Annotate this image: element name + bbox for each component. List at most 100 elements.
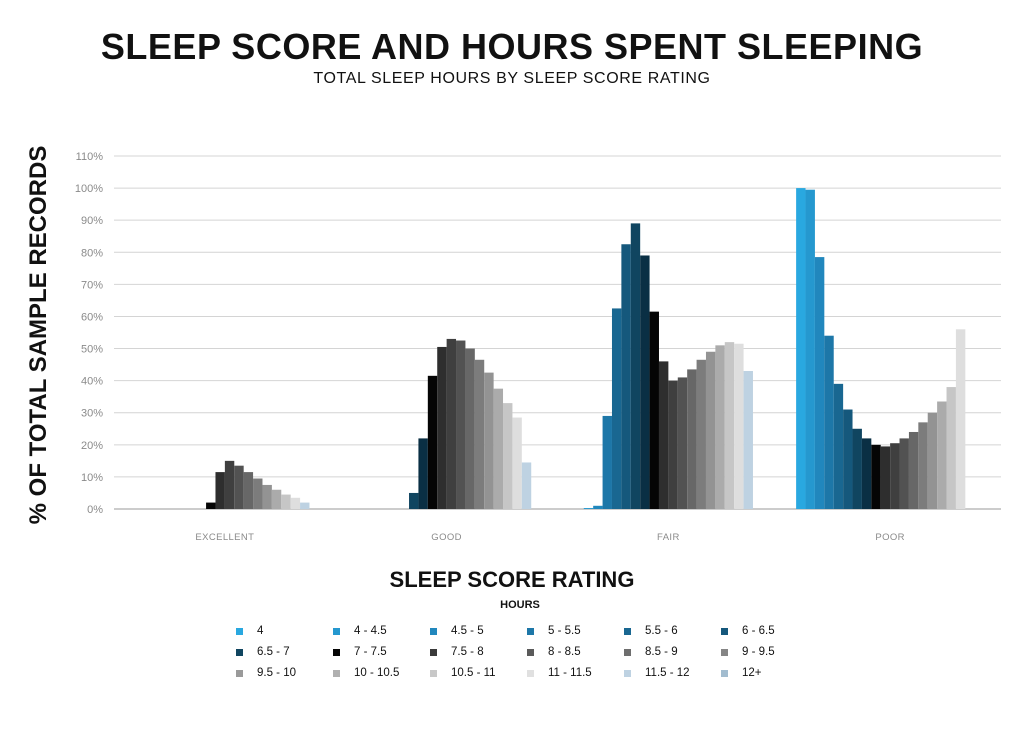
legend-swatch — [624, 669, 631, 677]
y-tick-label: 100% — [75, 183, 103, 195]
bar — [724, 342, 735, 509]
bar — [300, 502, 310, 509]
legend-item: 6.5 - 7 — [236, 643, 333, 661]
bar — [253, 478, 263, 509]
legend: 4 4 - 4.5 4.5 - 5 5 - 5.5 5.5 - 6 6 - 6.5 6.5 … — [236, 622, 796, 682]
bar — [833, 383, 844, 509]
bar — [824, 335, 834, 509]
legend-label: 7.5 - 8 — [451, 646, 484, 658]
chart-subtitle: TOTAL SLEEP HOURS BY SLEEP SCORE RATING — [313, 70, 711, 87]
y-tick-label: 30% — [81, 408, 103, 420]
legend-swatch — [624, 627, 631, 635]
bar — [521, 462, 532, 509]
y-tick-label: 10% — [81, 472, 103, 484]
bar — [602, 415, 612, 509]
bar — [937, 401, 947, 509]
bar — [649, 311, 659, 509]
bar — [409, 492, 419, 509]
legend-label: 6.5 - 7 — [257, 646, 290, 658]
bar — [658, 361, 669, 509]
legend-label: 9.5 - 10 — [257, 667, 296, 679]
legend-label: 4 — [257, 625, 264, 637]
bar — [899, 438, 909, 509]
bar — [262, 484, 272, 509]
x-tick-label: GOOD — [431, 532, 462, 543]
x-tick-label: EXCELLENT — [195, 532, 254, 543]
legend-label: 11.5 - 12 — [645, 667, 690, 679]
legend-swatch — [527, 669, 534, 677]
y-tick-label: 80% — [81, 247, 103, 259]
bar — [946, 387, 956, 509]
bar — [677, 377, 688, 509]
bar — [687, 369, 697, 509]
bar — [918, 422, 928, 509]
legend-swatch — [527, 627, 534, 635]
bar — [861, 438, 872, 509]
bar — [621, 244, 631, 509]
bar — [281, 494, 291, 509]
legend-item: 10 - 10.5 — [333, 664, 430, 682]
legend-swatch — [430, 648, 437, 656]
bar — [446, 338, 457, 509]
legend-swatch — [236, 669, 243, 677]
legend-label: 9 - 9.5 — [742, 646, 775, 658]
bar — [611, 308, 622, 509]
bar — [908, 431, 919, 509]
legend-swatch — [721, 669, 728, 677]
legend-label: 5 - 5.5 — [548, 625, 581, 637]
chart-title: SLEEP SCORE AND HOURS SPENT SLEEPING — [100, 26, 924, 67]
legend-item: 11 - 11.5 — [527, 664, 624, 682]
bar — [234, 465, 244, 509]
bar — [503, 403, 513, 509]
legend-label: 8 - 8.5 — [548, 646, 581, 658]
bar — [715, 345, 725, 509]
bar — [743, 371, 753, 509]
legend-item: 9.5 - 10 — [236, 664, 333, 682]
y-tick-label: 0% — [87, 504, 103, 516]
bar — [427, 375, 438, 509]
bar — [852, 428, 862, 509]
legend-swatch — [430, 669, 437, 677]
bar — [456, 340, 466, 509]
bar — [215, 472, 225, 509]
legend-swatch — [236, 648, 243, 656]
legend-swatch — [624, 648, 631, 656]
legend-item: 5.5 - 6 — [624, 622, 721, 640]
legend-title: HOURS — [500, 599, 540, 611]
x-tick-label: FAIR — [657, 532, 680, 543]
legend-swatch — [236, 627, 243, 635]
legend-item: 7.5 - 8 — [430, 643, 527, 661]
bar — [583, 508, 594, 509]
legend-swatch — [333, 669, 340, 677]
y-tick-label: 40% — [81, 376, 103, 388]
bar — [696, 359, 706, 509]
bar — [640, 255, 650, 509]
y-tick-label: 20% — [81, 440, 103, 452]
bar — [880, 446, 891, 509]
bar — [871, 444, 881, 509]
bar — [437, 346, 447, 509]
legend-swatch — [527, 648, 534, 656]
legend-item: 8.5 - 9 — [624, 643, 721, 661]
legend-item: 4 - 4.5 — [333, 622, 430, 640]
bar — [206, 502, 216, 509]
legend-label: 7 - 7.5 — [354, 646, 387, 658]
legend-label: 10.5 - 11 — [451, 667, 496, 679]
bar — [512, 417, 522, 509]
axis-labels: 0% 10% 20% 30% 40% 50% 60% 70% 80% 90% 100% 110% EXC… — [75, 151, 905, 543]
bar — [493, 388, 504, 509]
y-axis-label: % OF TOTAL SAMPLE RECORDS — [25, 146, 52, 525]
bar — [418, 438, 428, 509]
y-tick-label: 90% — [81, 215, 103, 227]
bar — [814, 257, 825, 509]
bar — [630, 223, 641, 509]
legend-item: 12+ — [721, 664, 818, 682]
bar — [271, 489, 282, 509]
legend-item: 9 - 9.5 — [721, 643, 818, 661]
bar — [927, 412, 938, 509]
bar — [224, 460, 235, 509]
bar — [290, 497, 301, 509]
bar — [243, 472, 254, 509]
bar — [465, 348, 475, 509]
